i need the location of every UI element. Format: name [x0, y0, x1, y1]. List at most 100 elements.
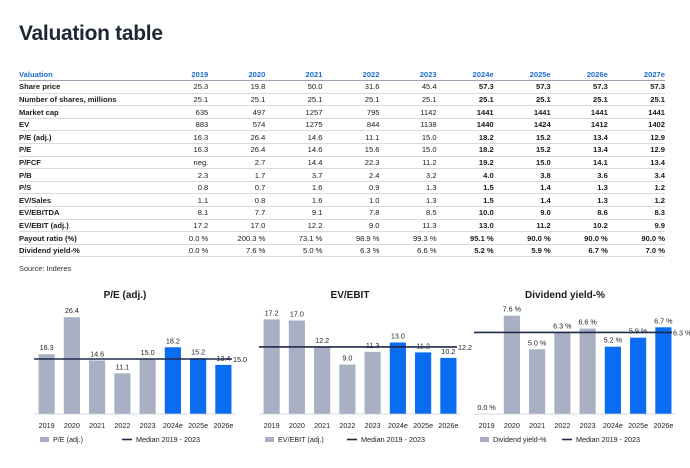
table-cell: 14.6: [265, 130, 323, 145]
table-cell: 0.8: [151, 181, 209, 195]
legend-label: P/E (adj.): [53, 435, 83, 444]
bar: [288, 320, 305, 414]
row-label: Dividend yield-%: [19, 244, 152, 258]
data-label: 7.6 %: [503, 305, 522, 314]
table-cell: 90.0 %: [607, 231, 665, 245]
table-cell: 7.8: [322, 206, 380, 220]
table-cell: 9.0: [493, 206, 551, 220]
table-cell: 95.1 %: [436, 231, 494, 245]
table-cell: 13.4: [550, 143, 608, 157]
table-cell: 6.6 %: [379, 244, 437, 258]
row-label: Market cap: [19, 105, 152, 119]
x-tick-label: 2021: [314, 421, 330, 430]
bar: [364, 351, 381, 414]
x-tick-label: 2020: [504, 421, 520, 430]
data-label: 14.6: [90, 349, 104, 358]
table-cell: 3.2: [379, 168, 437, 182]
table-cell: 57.3: [607, 80, 665, 94]
table-cell: 11.2: [379, 156, 437, 170]
median-label: 15.0: [233, 355, 247, 364]
table-cell: 1275: [265, 118, 323, 132]
x-tick-label: 2025e: [628, 421, 648, 430]
bar: [314, 346, 331, 414]
row-label: P/B: [19, 168, 152, 182]
table-cell: 17.2: [151, 219, 209, 233]
table-cell: 17.0: [208, 219, 266, 233]
table-row: P/B 2.3 1.7 3.7 2.4 3.2 4.0 3.8 3.6 3.4: [19, 168, 665, 182]
table-cell: 15.2: [493, 143, 551, 157]
row-label: P/FCF: [19, 156, 152, 170]
table-cell: 11.2: [493, 219, 551, 233]
table-cell: 15.0: [493, 156, 551, 170]
legend-label: Median 2019 - 2023: [136, 435, 200, 444]
table-cell: 13.4: [550, 130, 608, 145]
table-cell: 1.3: [379, 181, 437, 195]
table-cell: 1.4: [493, 193, 551, 208]
table-cell: 795: [322, 105, 380, 119]
table-cell: 0.0 %: [151, 244, 209, 258]
column-header: 2023: [379, 68, 437, 82]
table-cell: 99.3 %: [379, 231, 437, 245]
table-cell: 1142: [379, 105, 437, 119]
chart-svg: P/E (adj.) 16.3 2019 26.4 2020 14.6 2021 11.1 20…: [34, 290, 247, 444]
page-title: Valuation table: [19, 22, 163, 45]
table-cell: 11.1: [322, 130, 380, 145]
table-cell: 12.9: [607, 130, 665, 145]
row-label: EV/EBIT (adj.): [19, 219, 152, 233]
table-cell: 1412: [550, 118, 608, 132]
table-cell: 1.3: [550, 193, 608, 208]
row-label: EV/Sales: [19, 193, 152, 208]
data-label: 26.4: [65, 306, 79, 315]
table-cell: 90.0 %: [493, 231, 551, 245]
table-cell: 3.4: [607, 168, 665, 182]
table-cell: 2.4: [322, 168, 380, 182]
data-label: 6.7 %: [654, 316, 673, 325]
bar: [89, 360, 106, 414]
table-cell: 1138: [379, 118, 437, 132]
bar: [440, 357, 457, 414]
table-cell: 18.2: [436, 130, 494, 145]
bar: [655, 327, 672, 414]
table-cell: 25.1: [436, 93, 494, 107]
data-label: 5.2 %: [604, 336, 623, 345]
data-label: 5.0 %: [528, 338, 547, 347]
table-cell: 1.0: [322, 193, 380, 208]
table-cell: 9.9: [607, 219, 665, 233]
table-cell: 50.0: [265, 80, 323, 94]
table-cell: 1257: [265, 105, 323, 119]
table-cell: 574: [208, 118, 266, 132]
table-cell: 19.2: [436, 156, 494, 170]
data-label: 11.1: [116, 362, 129, 371]
column-header: 2026e: [550, 68, 608, 82]
table-cell: 90.0 %: [550, 231, 608, 245]
table-cell: 16.3: [151, 143, 209, 157]
table-cell: 25.1: [493, 93, 551, 107]
table-cell: 6.3 %: [322, 244, 380, 258]
legend-label: Median 2019 - 2023: [361, 435, 425, 444]
table-corner-header: Valuation: [19, 68, 152, 82]
table-cell: 1.2: [607, 181, 665, 195]
data-label: 6.3 %: [553, 321, 572, 330]
table-cell: 7.7: [208, 206, 266, 220]
table-cell: 1441: [436, 105, 494, 119]
data-label: 17.0: [290, 310, 304, 319]
row-label: P/E (adj.): [19, 130, 152, 145]
table-cell: 22.3: [322, 156, 380, 170]
legend-swatch-bar: [40, 437, 49, 442]
data-label: 18.2: [166, 336, 180, 345]
table-cell: 15.2: [493, 130, 551, 145]
table-cell: 16.3: [151, 130, 209, 145]
x-tick-label: 2026e: [438, 421, 458, 430]
table-cell: 0.0 %: [151, 231, 209, 245]
ev-ebit-chart: EV/EBIT 17.2 2019 17.0 2020 12.2 2021 9.0 2022 11…: [255, 282, 472, 462]
data-label: 17.2: [265, 308, 279, 317]
table-row: EV/Sales 1.1 0.8 1.6 1.0 1.3 1.5 1.4 1.3 1.2: [19, 193, 665, 208]
table-cell: 14.1: [550, 156, 608, 170]
bar: [164, 347, 181, 414]
table-row: P/E (adj.) 16.3 26.4 14.6 11.1 15.0 18.2 15.2 13…: [19, 130, 665, 145]
table-cell: 31.6: [322, 80, 380, 94]
table-cell: 2.3: [151, 168, 209, 182]
table-cell: 12.2: [265, 219, 323, 233]
table-cell: 13.0: [436, 219, 494, 233]
chart-svg: EV/EBIT 17.2 2019 17.0 2020 12.2 2021 9.0 2022 11…: [259, 290, 472, 444]
